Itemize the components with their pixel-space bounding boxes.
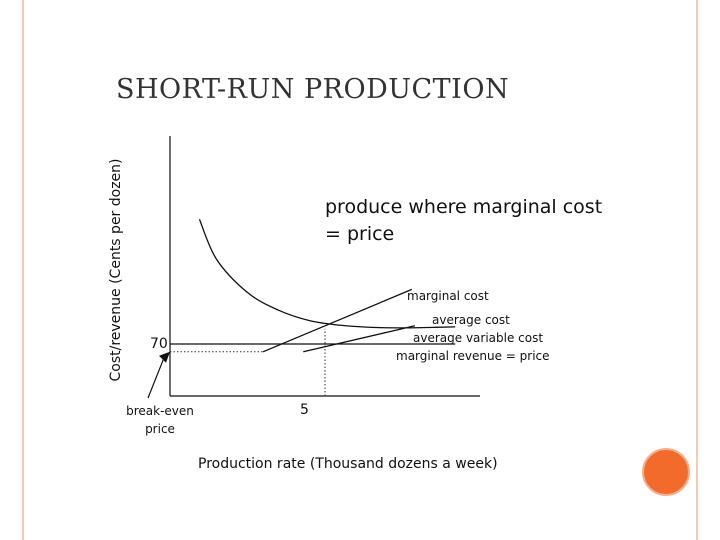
break-even-arrow-shaft bbox=[147, 357, 165, 399]
slide-border-left bbox=[22, 0, 24, 540]
break-even-arrow-head bbox=[159, 351, 170, 363]
label-average-variable-cost: average variable cost bbox=[413, 331, 544, 345]
x-axis-label: Production rate (Thousand dozens a week) bbox=[198, 456, 498, 472]
slide-border-right bbox=[696, 0, 698, 540]
y-tick-label-70: 70 bbox=[150, 336, 168, 352]
annotation-produce-where-mc-equals-price: produce where marginal cost = price bbox=[325, 196, 603, 245]
x-tick-label-5: 5 bbox=[300, 402, 309, 418]
label-average-cost: average cost bbox=[432, 313, 510, 327]
slide-title: SHORT-RUN PRODUCTION bbox=[116, 74, 510, 105]
label-marginal-revenue-price: marginal revenue = price bbox=[396, 349, 550, 363]
label-break-even-price: break-even price bbox=[126, 404, 194, 436]
decorative-orange-circle bbox=[642, 448, 690, 496]
label-marginal-cost: marginal cost bbox=[407, 289, 489, 303]
series-line-average-cost bbox=[198, 218, 456, 329]
series-line-average-variable-cost bbox=[303, 325, 416, 353]
series-line-marginal-cost bbox=[262, 288, 413, 353]
